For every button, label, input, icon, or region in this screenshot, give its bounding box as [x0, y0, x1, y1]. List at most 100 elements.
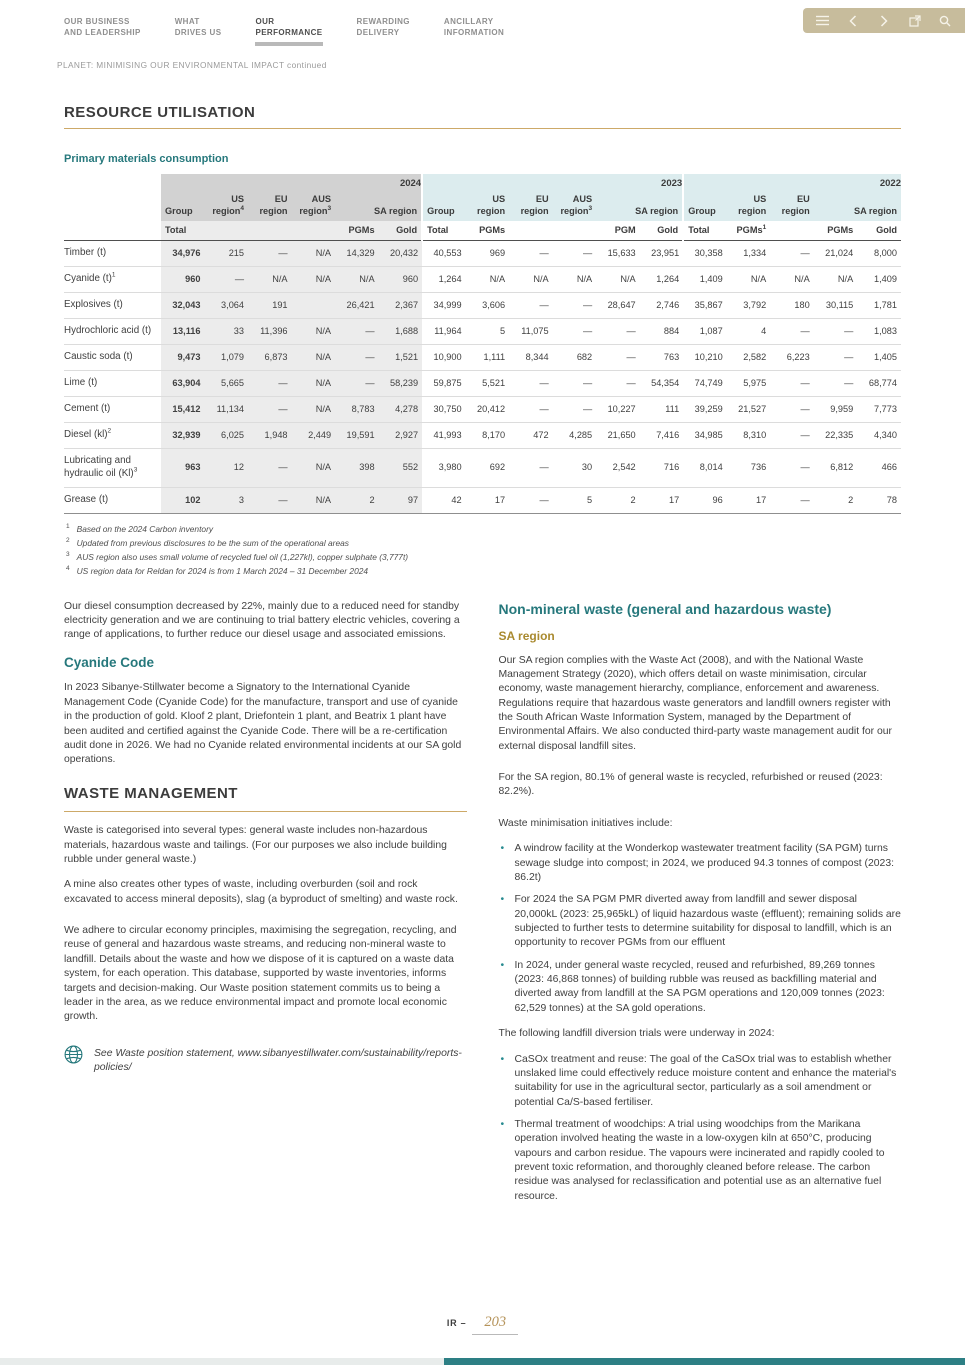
value-cell: 763 — [639, 344, 684, 372]
value-cell: — — [596, 370, 640, 398]
value-cell: 8,344 — [509, 344, 553, 372]
value-cell: — — [770, 422, 814, 450]
table-row: Hydrochloric acid (t) 13,116 33 11,396 N/A —1… — [64, 318, 901, 346]
left-column: Our diesel consumption decreased by 22%,… — [64, 600, 467, 1215]
col-2024-group: Group — [161, 192, 205, 221]
initiatives-list: A windrow facility at the Wonderkop wast… — [499, 842, 902, 1016]
waste-paragraph-2: A mine also creates other types of waste… — [64, 879, 458, 905]
value-cell: N/A — [813, 266, 858, 294]
value-cell: — — [248, 370, 292, 398]
expand-icon[interactable] — [904, 12, 926, 30]
search-icon[interactable] — [934, 12, 956, 30]
col-2022-sa-region: SA region — [813, 192, 901, 221]
value-cell: N/A — [596, 266, 640, 294]
table-unit-row: Total PGMs Gold Total PGMs PGM Gold Tota… — [64, 221, 901, 241]
footnote: 4 US region data for Reldan for 2024 is f… — [66, 564, 369, 576]
value-cell: 5 — [552, 487, 597, 514]
page-title: RESOURCE UTILISATION — [64, 104, 256, 121]
chevron-left-icon[interactable] — [842, 12, 864, 30]
row-label: Lime (t) — [64, 370, 161, 398]
value-cell: 63,904 — [161, 370, 205, 398]
value-cell: 2,542 — [596, 448, 640, 488]
value-cell: 960 — [161, 266, 205, 294]
nav-item-ancillary[interactable]: ANCILLARY INFORMATION — [443, 17, 505, 38]
value-cell: 17 — [465, 487, 510, 514]
value-cell: 2,746 — [639, 292, 684, 320]
value-cell: 8,170 — [465, 422, 510, 450]
value-cell: 4,285 — [552, 422, 597, 450]
footnote: 1 Based on the 2024 Carbon inventory — [66, 522, 214, 534]
value-cell: — — [813, 344, 858, 372]
value-cell: 17 — [639, 487, 684, 514]
value-cell: 23,951 — [639, 240, 684, 268]
value-cell: — — [335, 370, 379, 398]
row-label: Timber (t) — [64, 240, 161, 268]
value-cell: — — [248, 240, 292, 268]
menu-icon[interactable] — [812, 12, 834, 30]
nav-item-what[interactable]: WHAT DRIVES US — [174, 17, 222, 38]
value-cell: — — [248, 487, 292, 514]
value-cell: 3,980 — [422, 448, 466, 488]
value-cell: N/A — [291, 448, 336, 488]
value-cell: 10,210 — [683, 344, 727, 372]
value-cell: N/A — [291, 396, 336, 424]
col-2023-us-region: US region — [465, 192, 510, 221]
value-cell: 6,812 — [813, 448, 858, 488]
nav-item-rewarding[interactable]: REWARDING DELIVERY — [356, 17, 410, 38]
value-cell: N/A — [291, 370, 336, 398]
value-cell: 180 — [770, 292, 814, 320]
value-cell: 21,024 — [813, 240, 858, 268]
value-cell: — — [552, 318, 597, 346]
value-cell: 6,025 — [204, 422, 249, 450]
value-cell: 472 — [509, 422, 553, 450]
gold-rule — [64, 128, 901, 129]
value-cell: 26,421 — [335, 292, 379, 320]
waste-statement-link[interactable]: See Waste position statement, www.sibany… — [94, 1047, 462, 1073]
value-cell: — — [509, 292, 553, 320]
value-cell: 5,665 — [204, 370, 249, 398]
globe-icon — [64, 1045, 83, 1069]
value-cell: 14,329 — [335, 240, 379, 268]
value-cell: 963 — [161, 448, 205, 488]
waste-management-heading: WASTE MANAGEMENT — [64, 784, 238, 802]
value-cell: — — [770, 240, 814, 268]
value-cell: 1,334 — [726, 240, 771, 268]
value-cell: 11,075 — [509, 318, 553, 346]
value-cell: 30 — [552, 448, 597, 488]
value-cell: 9,959 — [813, 396, 858, 424]
col-2024-aus-region: AUS region3 — [291, 192, 336, 221]
nav-item-our-business[interactable]: OUR BUSINESS AND LEADERSHIP — [64, 17, 141, 38]
value-cell: 33 — [204, 318, 249, 346]
bottom-accent-strip — [0, 1358, 965, 1365]
col-2023-aus-region: AUS region3 — [552, 192, 597, 221]
table-row: Lime (t) 63,904 5,665— N/A —58,239 59,875 5,52… — [64, 370, 901, 398]
value-cell: 7,416 — [639, 422, 684, 450]
value-cell: 30,115 — [813, 292, 858, 320]
value-cell: 2,367 — [378, 292, 423, 320]
footnotes: 1 Based on the 2024 Carbon inventory 2 Upda… — [64, 522, 901, 576]
list-item: For 2024 the SA PGM PMR diverted away fr… — [499, 893, 902, 950]
value-cell: 15,633 — [596, 240, 640, 268]
nav-item-our[interactable]: OUR PERFORMANCE — [255, 16, 323, 47]
value-cell: 1,264 — [422, 266, 466, 294]
value-cell: — — [552, 292, 597, 320]
value-cell: 1,264 — [639, 266, 684, 294]
value-cell: 3,064 — [204, 292, 249, 320]
value-cell: 30,358 — [683, 240, 727, 268]
materials-table-body: Timber (t) 34,976 215— N/A 14,329 20,432 40,55… — [64, 240, 901, 514]
value-cell: N/A — [509, 266, 553, 294]
value-cell: 74,749 — [683, 370, 727, 398]
value-cell: 716 — [639, 448, 684, 488]
chevron-right-icon[interactable] — [873, 12, 895, 30]
value-cell: 8,783 — [335, 396, 379, 424]
row-label: Grease (t) — [64, 487, 161, 514]
value-cell: 552 — [378, 448, 423, 488]
row-label: Explosives (t) — [64, 292, 161, 320]
value-cell: 1,781 — [857, 292, 901, 320]
value-cell: 21,650 — [596, 422, 640, 450]
table-row: Grease (t) 102 3— N/A 2 97 42 17—5 2 17 96 17—2 78 — [64, 487, 901, 514]
value-cell: 17 — [726, 487, 771, 514]
table-row: Timber (t) 34,976 215— N/A 14,329 20,432 40,55… — [64, 240, 901, 268]
footnote: 3 AUS region also uses small volume of re… — [66, 550, 409, 562]
